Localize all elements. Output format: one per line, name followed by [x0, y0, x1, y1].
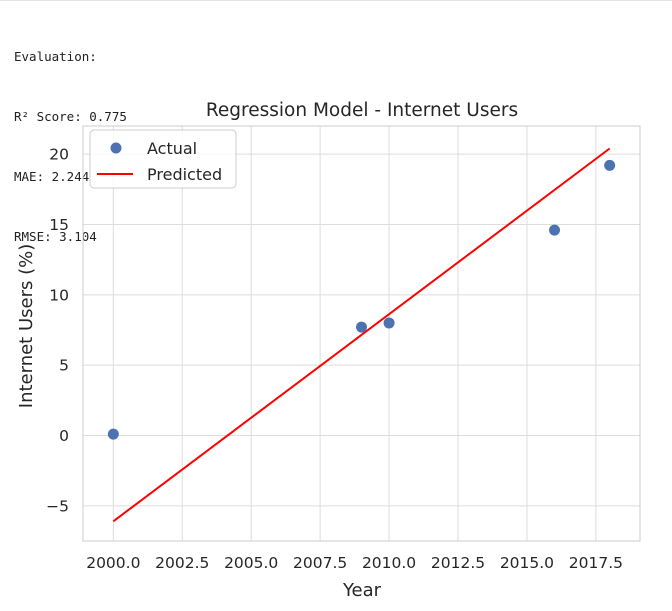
y-tick-labels: −5 0 5 10 15 20 — [46, 146, 69, 516]
x-tick-label: 2012.5 — [431, 554, 485, 572]
actual-point — [604, 160, 615, 171]
legend-actual-label: Actual — [147, 139, 197, 158]
x-axis-label: Year — [342, 580, 382, 601]
actual-point — [549, 225, 560, 236]
x-tick-label: 2002.5 — [155, 554, 209, 572]
y-tick-label: 20 — [49, 146, 69, 164]
x-tick-label: 2017.5 — [569, 554, 623, 572]
x-tick-label: 2015.0 — [500, 554, 554, 572]
y-tick-label: 10 — [49, 286, 69, 304]
predicted-series — [113, 149, 609, 522]
legend: Actual Predicted — [90, 130, 236, 188]
chart-title: Regression Model - Internet Users — [206, 100, 518, 121]
x-tick-labels: 2000.0 2002.5 2005.0 2007.5 2010.0 2012.5 2015… — [86, 554, 623, 572]
x-tick-label: 2010.0 — [362, 554, 416, 572]
predicted-line — [113, 149, 609, 522]
x-tick-label: 2005.0 — [224, 554, 278, 572]
y-tick-label: −5 — [46, 497, 69, 515]
y-tick-label: 5 — [59, 357, 69, 375]
actual-point — [356, 322, 367, 333]
legend-predicted-label: Predicted — [147, 165, 222, 184]
y-tick-label: 15 — [49, 216, 69, 234]
x-tick-label: 2007.5 — [293, 554, 347, 572]
actual-point — [384, 317, 395, 328]
y-axis-label: Internet Users (%) — [16, 244, 37, 408]
x-tick-label: 2000.0 — [86, 554, 140, 572]
legend-actual-marker — [111, 143, 122, 154]
y-tick-label: 0 — [59, 427, 69, 445]
actual-point — [108, 429, 119, 440]
